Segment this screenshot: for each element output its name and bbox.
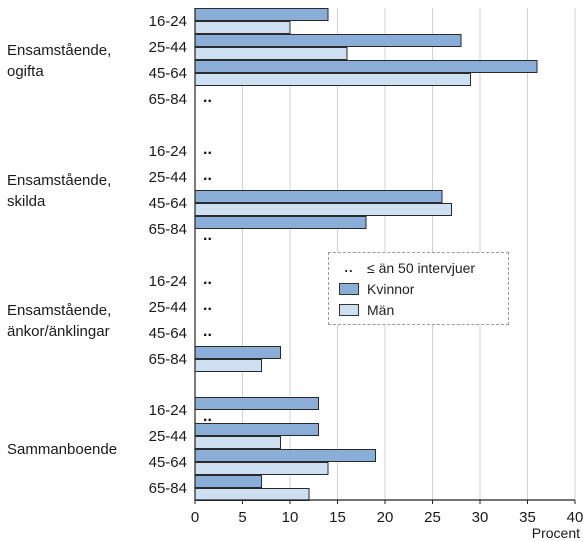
bar-kvinnor	[194, 8, 329, 21]
age-label: 45-64	[149, 195, 187, 212]
age-label: 25-44	[149, 299, 187, 316]
missing-marker: ..	[203, 297, 212, 314]
age-label: 65-84	[149, 351, 187, 368]
bar-kvinnor	[194, 60, 538, 73]
x-tick-label: 35	[519, 509, 536, 526]
group-label: Ensamstående, ogifta	[7, 42, 111, 80]
x-tick-label: 25	[424, 509, 441, 526]
bar-kvinnor	[194, 423, 319, 436]
bar-kvinnor	[194, 190, 443, 203]
bar-man	[194, 488, 310, 501]
missing-marker: ..	[203, 141, 212, 158]
legend-item-missing: .. ≤ än 50 intervjuer	[339, 259, 475, 277]
bar-man	[194, 359, 262, 372]
bar-kvinnor	[194, 346, 281, 359]
missing-marker: ..	[203, 227, 212, 244]
bar-man	[194, 436, 281, 449]
legend-missing-label: ≤ än 50 intervjuer	[367, 260, 476, 276]
chart-legend: .. ≤ än 50 intervjuer Kvinnor Män	[328, 252, 509, 325]
age-label: 16-24	[149, 273, 187, 290]
missing-marker: ..	[203, 89, 212, 106]
bar-man	[194, 203, 452, 216]
legend-swatch-kvinnor	[339, 283, 359, 295]
x-tick-label: 5	[238, 509, 246, 526]
x-tick-label: 30	[472, 509, 489, 526]
bar-man	[194, 47, 348, 60]
bar-man	[194, 21, 291, 34]
age-label: 45-64	[149, 325, 187, 342]
missing-marker: ..	[203, 167, 212, 184]
x-axis-label: Procent	[532, 525, 580, 541]
bar-kvinnor	[194, 397, 319, 410]
bar-man	[194, 462, 329, 475]
age-label: 25-44	[149, 39, 187, 56]
x-tick-label: 10	[282, 509, 299, 526]
x-tick-label: 40	[567, 509, 584, 526]
legend-dots-icon: ..	[344, 260, 354, 275]
missing-marker: ..	[203, 323, 212, 340]
group-label: Ensamstående, änkor/änklingar	[7, 302, 111, 340]
bar-kvinnor	[194, 475, 262, 488]
age-label: 65-84	[149, 91, 187, 108]
x-tick-label: 0	[191, 509, 199, 526]
missing-marker: ..	[203, 271, 212, 288]
age-label: 25-44	[149, 428, 187, 445]
legend-item-man: Män	[339, 301, 394, 319]
bar-kvinnor	[194, 449, 376, 462]
bar-kvinnor	[194, 216, 367, 229]
age-label: 16-24	[149, 143, 187, 160]
legend-man-label: Män	[367, 302, 395, 318]
age-label: 65-84	[149, 221, 187, 238]
age-label: 16-24	[149, 13, 187, 30]
missing-marker: ..	[203, 408, 212, 425]
age-label: 45-64	[149, 454, 187, 471]
age-label: 45-64	[149, 65, 187, 82]
legend-swatch-man	[339, 304, 359, 316]
legend-item-kvinnor: Kvinnor	[339, 280, 414, 298]
age-label: 25-44	[149, 169, 187, 186]
age-label: 65-84	[149, 480, 187, 497]
bar-man	[194, 73, 471, 86]
group-label: Ensamstående, skilda	[7, 172, 111, 210]
group-label: Sammanboende	[7, 441, 117, 458]
bar-kvinnor	[194, 34, 462, 47]
age-label: 16-24	[149, 402, 187, 419]
x-tick-label: 20	[377, 509, 394, 526]
legend-kvinnor-label: Kvinnor	[367, 281, 415, 297]
x-tick-label: 15	[329, 509, 346, 526]
